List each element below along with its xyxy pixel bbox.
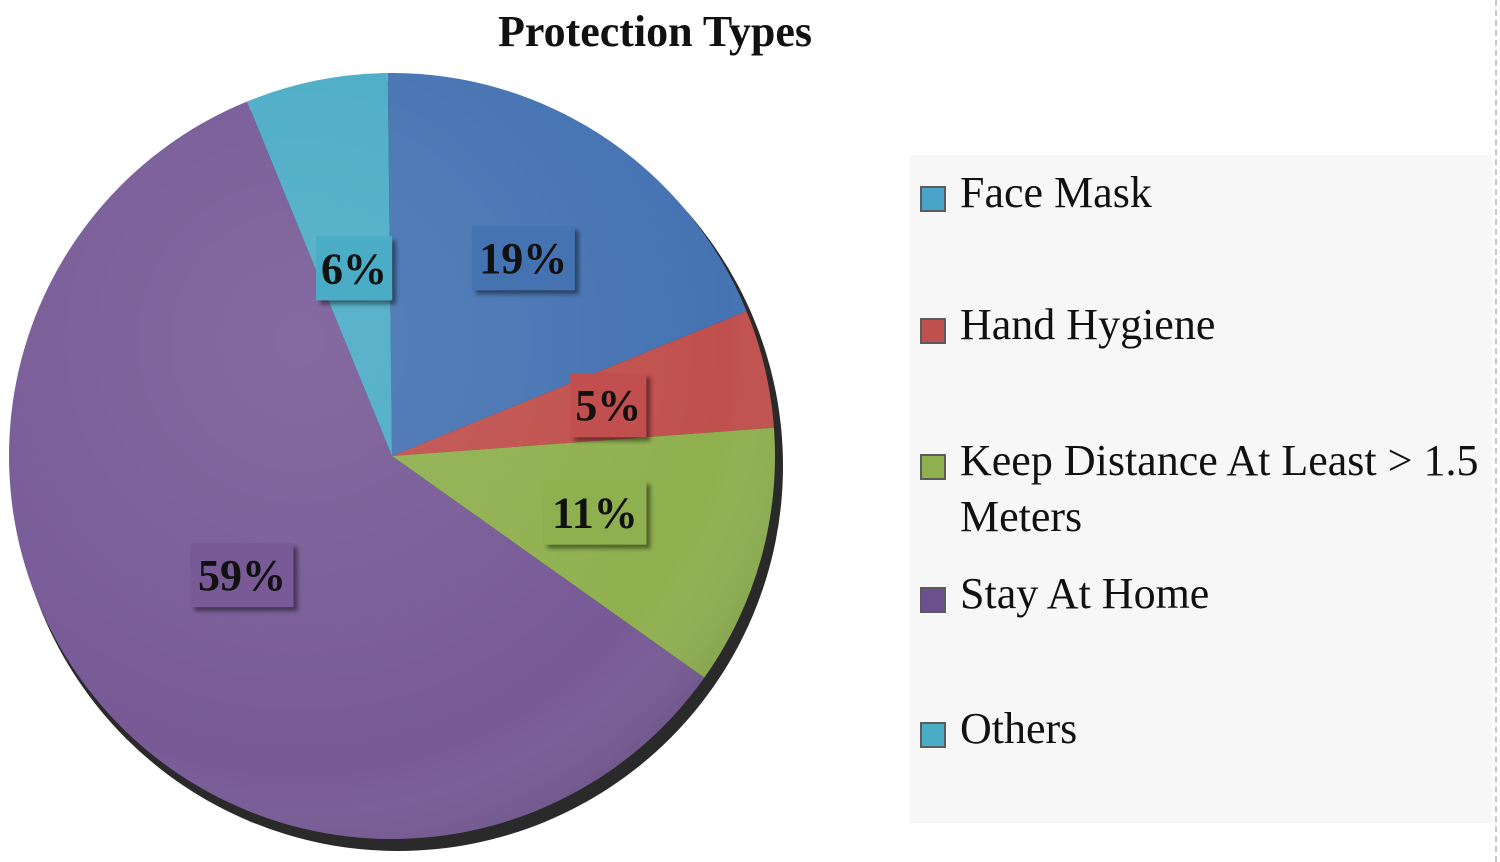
legend-label: Keep Distance At Least > 1.5 Meters [960,436,1479,541]
data-label-text: 19% [479,234,567,283]
data-label-box [471,226,575,291]
legend-swatch-others [920,722,946,748]
frame-edge [1495,0,1497,862]
data-label-stay-at-home: 59% [190,543,294,608]
data-label-others: 6% [316,236,393,301]
data-label-box [316,236,393,301]
legend-label: Hand Hygiene [960,300,1216,349]
data-label-text: 11% [552,489,638,538]
data-label-box [190,543,294,608]
data-label-face-mask: 19% [471,226,575,291]
data-label-hand-hygiene: 5% [570,373,647,438]
data-label-box [543,480,647,545]
pie-chart: 19% 5% 11% 59% 6% [9,73,783,851]
data-label-text: 5% [575,381,641,430]
data-label-box [570,373,647,438]
data-label-text: 59% [198,551,286,600]
legend-label: Stay At Home [960,569,1210,618]
legend-swatch-keep-distance [920,454,946,480]
legend-swatch-stay-at-home [920,587,946,613]
legend-swatch-hand-hygiene [920,318,946,344]
legend-label: Face Mask [960,168,1152,217]
legend-label: Others [960,704,1078,753]
pie-data-labels: 19% 5% 11% 59% 6% [190,226,647,608]
pie-shading [9,73,775,839]
legend-swatch-face-mask [920,186,946,212]
chart-title: Protection Types [497,7,813,56]
data-label-keep-distance-at-least-1-5-meters: 11% [543,480,647,545]
data-label-text: 6% [321,244,387,293]
legend: Face Mask Hand Hygiene Keep Distance At … [910,155,1492,823]
